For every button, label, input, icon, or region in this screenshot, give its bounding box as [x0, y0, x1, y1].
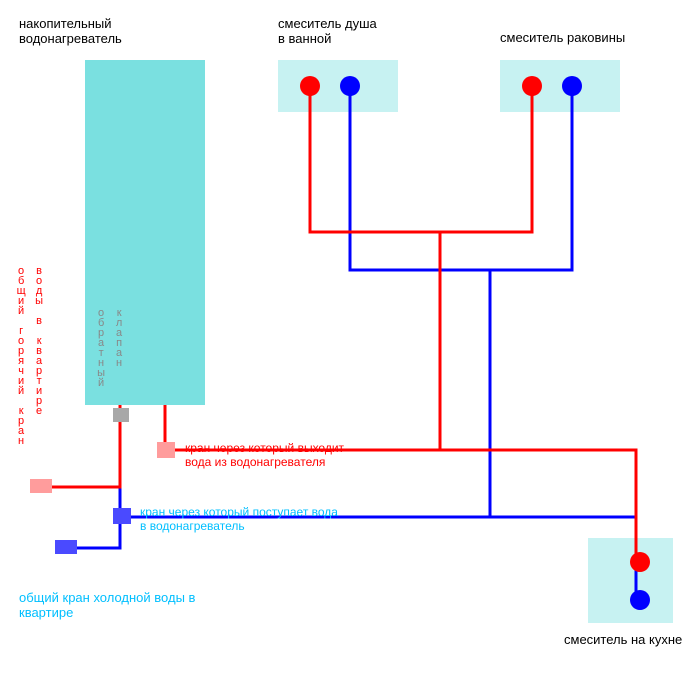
valve-red — [157, 442, 175, 458]
check-valve-label-1: обратный — [95, 307, 107, 387]
valve-coldmain — [55, 540, 77, 554]
hot-main-valve-sub: воды в квартире — [33, 265, 45, 415]
kitchen-label: смеситель на кухне — [564, 632, 682, 647]
mixer-sink — [500, 60, 620, 112]
tap-sink_hot — [522, 76, 542, 96]
shower-label: смеситель душа в ванной — [278, 16, 377, 46]
valve-grey — [113, 408, 129, 422]
heater-title: накопительный водонагреватель — [19, 16, 122, 46]
mixer-kitchen — [588, 538, 673, 623]
tap-kitchen_cold — [630, 590, 650, 610]
cold-main-label: общий кран холодной воды в квартире — [19, 590, 195, 620]
hot-main-valve-label: общий горячий кран — [15, 265, 27, 445]
tap-shower_cold — [340, 76, 360, 96]
mixer-shower — [278, 60, 398, 112]
valve-hotmain — [30, 479, 52, 493]
out-valve-label: кран через который выходит вода из водон… — [185, 441, 344, 469]
tap-sink_cold — [562, 76, 582, 96]
in-valve-label: кран через который поступает вода в водо… — [140, 505, 338, 533]
valve-blue — [113, 508, 131, 524]
tap-kitchen_hot — [630, 552, 650, 572]
sink-label: смеситель раковины — [500, 30, 625, 45]
tap-shower_hot — [300, 76, 320, 96]
check-valve-label-2: клапан — [113, 307, 125, 367]
